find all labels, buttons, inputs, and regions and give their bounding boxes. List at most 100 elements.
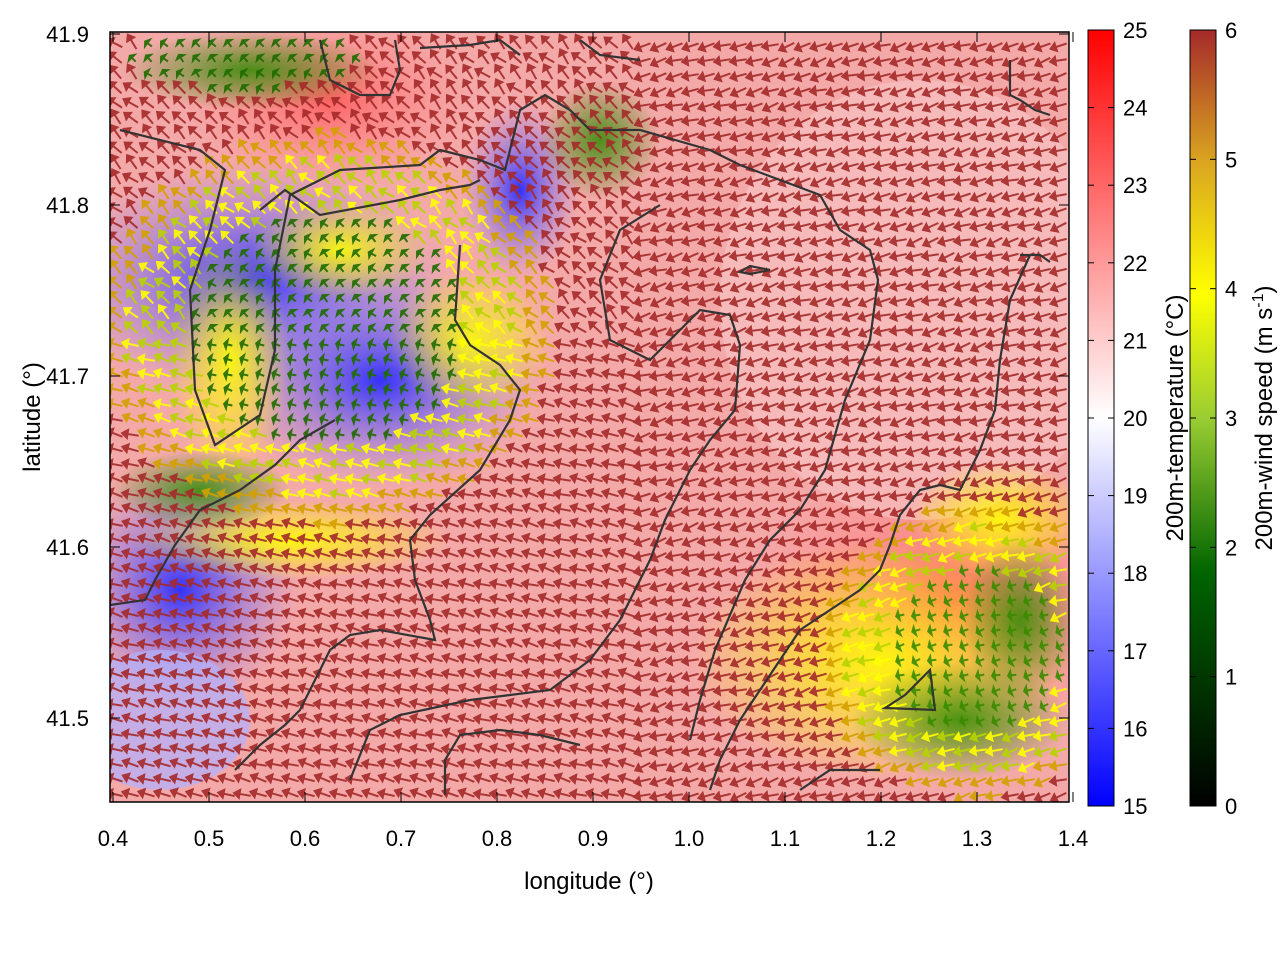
wind-arrow (475, 276, 491, 289)
wind-arrow (761, 131, 779, 143)
wind-arrow (395, 111, 411, 124)
wind-arrow (696, 115, 715, 128)
wind-arrow (1016, 295, 1035, 307)
wind-arrow (410, 156, 427, 169)
wind-arrow (173, 123, 186, 140)
wind-arrow (554, 126, 571, 139)
wind-arrow (239, 292, 249, 305)
wind-arrow (586, 261, 603, 274)
wind-arrow (969, 191, 987, 203)
wind-arrow (334, 337, 345, 352)
wind-arrow (255, 337, 265, 352)
wind-arrow (540, 245, 555, 260)
wind-arrow (303, 278, 314, 289)
wind-arrow (286, 168, 298, 185)
wind-arrow (473, 67, 491, 79)
wind-arrow (697, 267, 715, 278)
wind-arrow (1049, 206, 1067, 218)
wind-arrow (1049, 296, 1067, 308)
wind-arrow (681, 101, 699, 113)
wind-arrow (461, 198, 474, 215)
wind-arrow (510, 183, 522, 200)
wind-arrow (445, 198, 458, 215)
wind-arrow (649, 161, 667, 173)
wind-arrow (429, 123, 442, 140)
wind-arrow (110, 153, 122, 170)
wind-arrow (540, 34, 555, 50)
wind-arrow (809, 191, 827, 203)
wind-arrow (156, 155, 171, 170)
wind-arrow (920, 160, 939, 172)
wind-arrow (920, 115, 939, 128)
wind-arrow (445, 48, 458, 65)
wind-arrow (665, 296, 683, 308)
wind-arrow (712, 130, 731, 143)
wind-arrow (204, 109, 219, 125)
wind-arrow (921, 56, 939, 68)
wind-arrow (250, 142, 267, 154)
wind-arrow (633, 326, 651, 338)
wind-arrow (206, 264, 219, 273)
wind-arrow (458, 216, 475, 229)
wind-arrow (569, 232, 587, 244)
colorbar-tick-label: 15 (1123, 794, 1147, 819)
wind-arrow (985, 326, 1003, 338)
wind-arrow (920, 175, 939, 188)
wind-arrow (728, 249, 747, 262)
wind-arrow (872, 70, 891, 83)
wind-arrow (825, 176, 843, 188)
wind-arrow (446, 278, 459, 288)
wind-arrow (648, 310, 667, 323)
wind-arrow (633, 176, 651, 188)
wind-arrow (712, 339, 731, 352)
wind-arrow (255, 322, 265, 335)
wind-arrow (985, 311, 1003, 323)
wind-arrow (968, 294, 987, 307)
wind-arrow (808, 84, 827, 97)
wind-arrow (633, 86, 651, 98)
wind-arrow (526, 183, 538, 200)
wind-arrow (632, 250, 651, 262)
wind-arrow (570, 216, 587, 229)
wind-arrow (985, 206, 1003, 218)
wind-arrow (445, 123, 458, 140)
wind-arrow (381, 169, 394, 185)
wind-arrow (540, 95, 555, 110)
wind-arrow (586, 171, 603, 184)
wind-arrow (745, 191, 763, 203)
wind-arrow (984, 70, 1003, 83)
wind-arrow (1000, 159, 1019, 172)
wind-arrow (953, 116, 971, 128)
wind-arrow (255, 292, 265, 306)
wind-arrow (985, 191, 1003, 203)
wind-arrow (190, 68, 204, 78)
wind-arrow (792, 265, 811, 278)
wind-arrow (696, 70, 715, 83)
wind-arrow (586, 216, 603, 229)
wind-arrow (680, 189, 699, 202)
wind-arrow (1033, 41, 1051, 53)
wind-arrow (365, 34, 378, 50)
wind-arrow (824, 115, 843, 128)
wind-arrow (793, 251, 811, 263)
wind-arrow (429, 109, 442, 125)
wind-arrow (382, 248, 395, 258)
wind-arrow (888, 324, 907, 337)
wind-arrow (620, 244, 634, 260)
wind-arrow (1016, 101, 1035, 113)
wind-arrow (125, 273, 138, 290)
wind-arrow (633, 311, 651, 323)
wind-arrow (351, 337, 361, 352)
wind-arrow (191, 293, 202, 304)
wind-arrow (620, 305, 635, 320)
wind-arrow (172, 95, 187, 110)
wind-arrow (173, 168, 186, 185)
wind-arrow (127, 53, 138, 64)
wind-arrow (490, 126, 507, 139)
wind-arrow (888, 250, 907, 262)
wind-arrow (729, 176, 747, 188)
wind-arrow (744, 145, 763, 158)
wind-arrow (367, 322, 377, 335)
wind-arrow (157, 198, 170, 215)
wind-arrow (334, 68, 347, 78)
